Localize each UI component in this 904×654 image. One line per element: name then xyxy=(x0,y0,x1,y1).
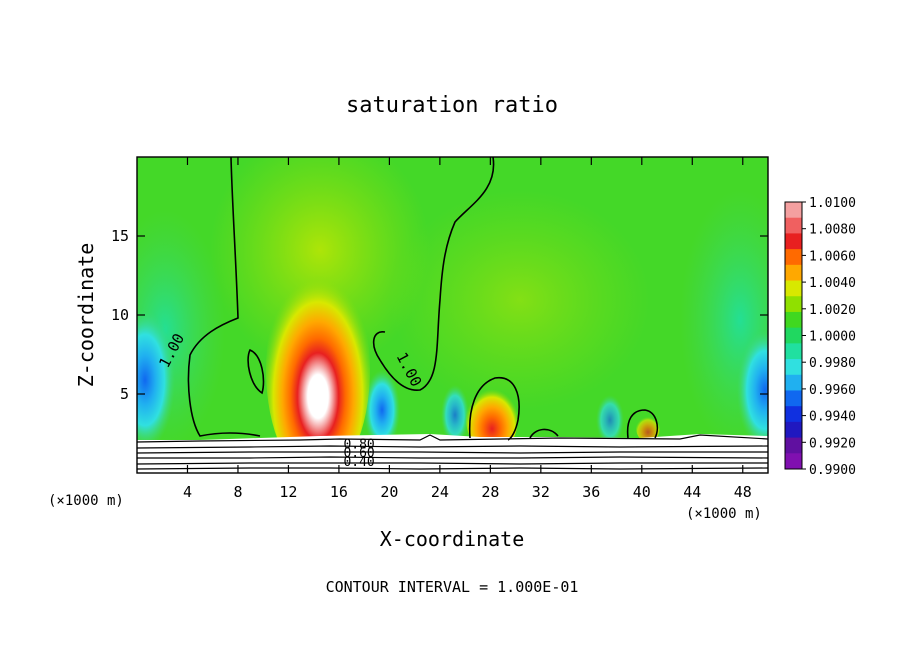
y-axis-title: Z-coordinate xyxy=(74,243,98,388)
field-cyan-mid2 xyxy=(441,385,469,445)
x-axis: 4 8 12 16 20 24 28 32 36 40 44 48 xyxy=(183,157,752,501)
colorbar-label: 0.9980 xyxy=(809,356,856,371)
surface-contour-lines xyxy=(137,434,768,470)
colorbar-swatch xyxy=(785,264,802,282)
x-tick-label: 8 xyxy=(233,483,242,501)
hotspot-small xyxy=(636,414,660,442)
contour-loop-28 xyxy=(468,377,520,441)
colorbar: 1.0100 1.0080 1.0060 1.0040 1.0020 1.0000 0.99… xyxy=(784,196,856,478)
colorbar-swatch xyxy=(785,296,802,313)
colorbar-label: 0.9900 xyxy=(809,463,856,478)
colorbar-swatch xyxy=(785,249,802,266)
field-cyan-mid xyxy=(364,370,400,450)
contour-label: 0.40 xyxy=(343,455,374,470)
contour-loop-32 xyxy=(529,428,559,439)
y-tick-label: 10 xyxy=(111,306,129,324)
x-axis-title: X-coordinate xyxy=(380,527,525,551)
colorbar-swatch xyxy=(785,406,802,423)
y-tick-label: 5 xyxy=(120,385,129,403)
colorbar-swatch xyxy=(785,453,802,470)
field-cyan-right xyxy=(737,330,768,450)
colorbar-swatch xyxy=(785,421,802,439)
x-tick-label: 32 xyxy=(532,483,550,501)
x-tick-label: 28 xyxy=(481,483,499,501)
colorbar-label: 0.9960 xyxy=(809,383,856,398)
hotspot-secondary xyxy=(466,382,518,454)
x-units-right: (×1000 m) xyxy=(686,506,762,522)
colorbar-swatch xyxy=(785,343,802,360)
field-cyan-mid3 xyxy=(596,395,624,445)
x-tick-label: 44 xyxy=(683,483,701,501)
x-tick-label: 24 xyxy=(431,483,449,501)
chart-title: saturation ratio xyxy=(346,93,558,118)
x-units-left: (×1000 m) xyxy=(48,493,124,509)
colorbar-swatch xyxy=(785,374,802,391)
x-tick-label: 12 xyxy=(279,483,297,501)
contour-loop-40 xyxy=(626,409,659,439)
colorbar-swatch xyxy=(785,233,802,250)
colorbar-swatch xyxy=(785,311,802,329)
contour-label: 0.60 xyxy=(343,446,374,461)
y-axis: 5 10 15 xyxy=(111,227,768,403)
colorbar-label: 1.0020 xyxy=(809,303,856,318)
hotspot-main xyxy=(266,260,370,473)
colorbar-swatch xyxy=(785,280,802,297)
colorbar-label: 1.0060 xyxy=(809,249,856,264)
y-tick-label: 15 xyxy=(111,227,129,245)
colorbar-swatch xyxy=(785,437,802,454)
colorbar-swatch xyxy=(785,390,802,407)
colorbar-label: 1.0080 xyxy=(809,223,856,238)
colorbar-label: 0.9940 xyxy=(809,410,856,425)
contour-loop-left xyxy=(247,348,265,395)
contour-left-lobe xyxy=(187,157,261,437)
colorbar-swatch xyxy=(785,202,802,219)
contour-interval-note: CONTOUR INTERVAL = 1.000E-01 xyxy=(326,578,579,596)
colorbar-swatch xyxy=(785,217,802,234)
colorbar-label: 0.9920 xyxy=(809,436,856,451)
x-tick-label: 20 xyxy=(380,483,398,501)
contour-label: 0.80 xyxy=(343,438,374,453)
contour-1-00 xyxy=(187,157,659,441)
field-yellow-right xyxy=(390,190,650,410)
field-cyan-left xyxy=(137,310,175,450)
colorbar-label: 1.0000 xyxy=(809,330,856,345)
colorbar-swatch xyxy=(785,359,802,376)
x-tick-label: 4 xyxy=(183,483,192,501)
colorbar-swatch xyxy=(785,327,802,344)
x-tick-label: 48 xyxy=(734,483,752,501)
plot-area xyxy=(137,157,768,473)
x-tick-label: 40 xyxy=(633,483,651,501)
x-tick-label: 16 xyxy=(330,483,348,501)
contour-center-lobe xyxy=(372,157,495,391)
colorbar-label: 1.0100 xyxy=(809,196,856,211)
colorbar-label: 1.0040 xyxy=(809,276,856,291)
x-tick-label: 36 xyxy=(582,483,600,501)
